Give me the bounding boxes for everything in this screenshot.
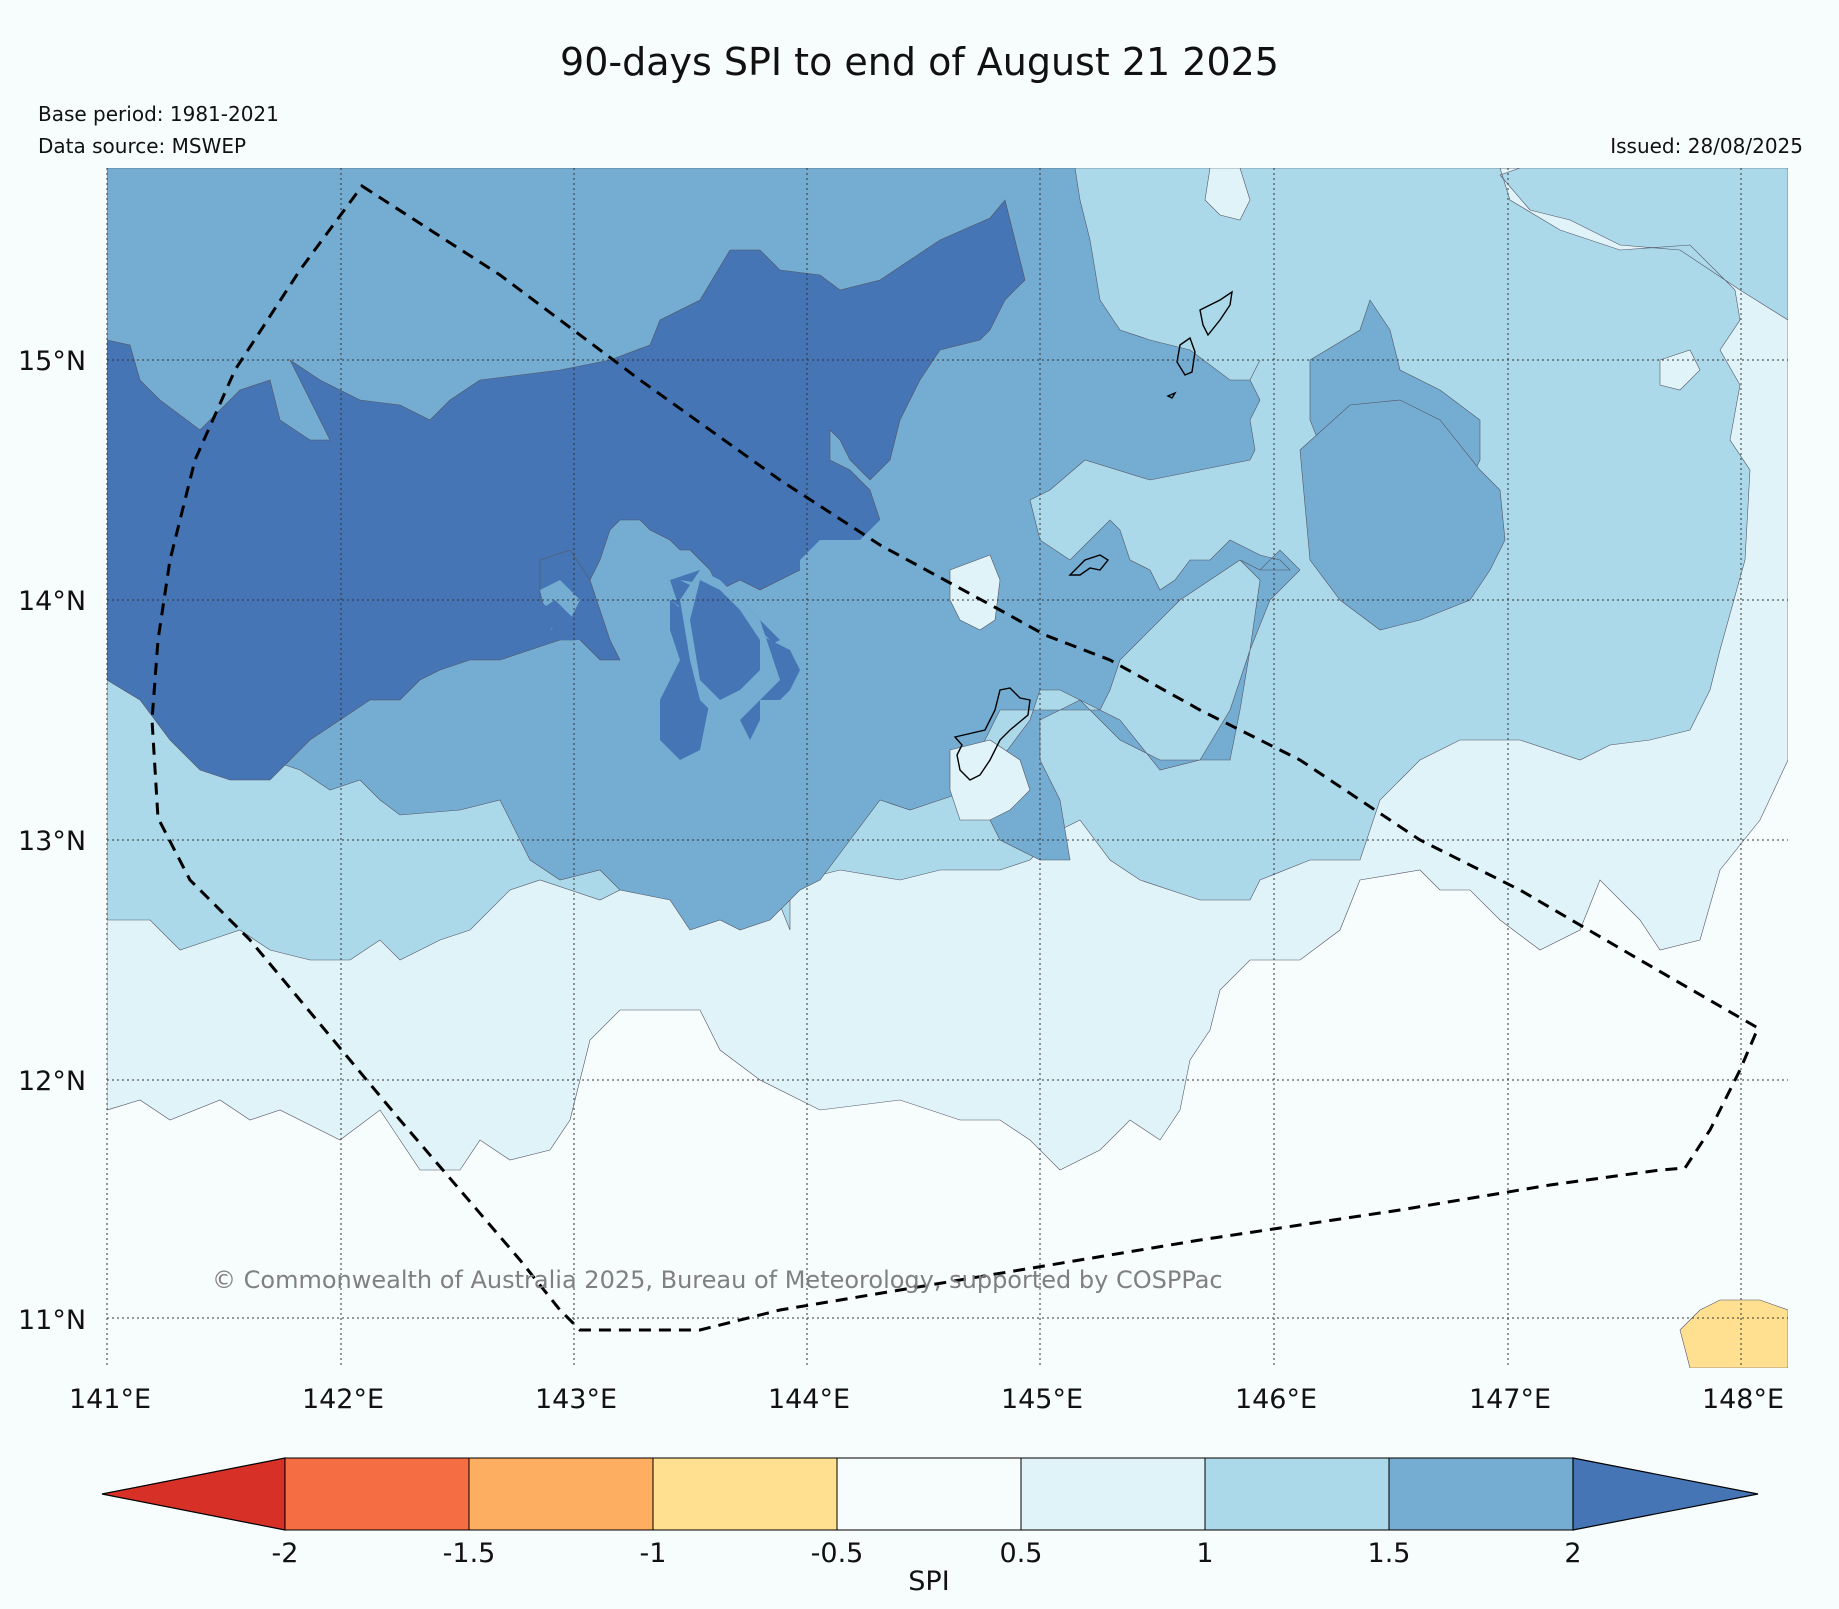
island-outlines xyxy=(953,290,1233,781)
colorbar-extend-low xyxy=(101,1457,286,1531)
colorbar-extend-high xyxy=(1572,1457,1759,1531)
data-source-text: Data source: MSWEP xyxy=(38,134,247,158)
colorbar-tick-2: -1 xyxy=(640,1538,667,1569)
lon-label-146e: 146°E xyxy=(1235,1384,1317,1415)
colorbar-segment-2 xyxy=(468,1457,654,1531)
colorbar-segment-5 xyxy=(1020,1457,1206,1531)
spi-colorbar: -2 -1.5 -1 -0.5 0.5 1 1.5 2 SPI xyxy=(101,1457,1759,1597)
colorbar-tick-5: 1 xyxy=(1196,1538,1213,1569)
base-period-text: Base period: 1981-2021 xyxy=(38,102,279,126)
lon-label-142e: 142°E xyxy=(302,1384,384,1415)
lon-label-144e: 144°E xyxy=(768,1384,850,1415)
colorbar-tick-3: -0.5 xyxy=(811,1538,864,1569)
spi-contour-fill xyxy=(107,168,1788,1368)
colorbar-segment-1 xyxy=(284,1457,470,1531)
lon-label-147e: 147°E xyxy=(1469,1384,1551,1415)
lat-label-14n: 14°N xyxy=(18,586,86,617)
colorbar-segment-6 xyxy=(1204,1457,1390,1531)
copyright-text: © Commonwealth of Australia 2025, Bureau… xyxy=(212,1266,1223,1294)
lon-label-145e: 145°E xyxy=(1001,1384,1083,1415)
colorbar-tick-0: -2 xyxy=(272,1538,299,1569)
lat-label-12n: 12°N xyxy=(18,1066,86,1097)
lon-label-143e: 143°E xyxy=(535,1384,617,1415)
lat-label-13n: 13°N xyxy=(18,826,86,857)
lon-label-141e: 141°E xyxy=(69,1384,151,1415)
issued-date-text: Issued: 28/08/2025 xyxy=(1610,134,1803,158)
colorbar-tick-6: 1.5 xyxy=(1368,1538,1411,1569)
longitude-labels: 141°E 142°E 143°E 144°E 145°E 146°E 147°… xyxy=(69,1384,1784,1415)
colorbar-tick-1: -1.5 xyxy=(443,1538,496,1569)
graticule xyxy=(106,168,1788,1368)
eez-boundary xyxy=(150,183,1760,1332)
map-title: 90-days SPI to end of August 21 2025 xyxy=(560,40,1279,84)
lat-label-11n: 11°N xyxy=(18,1305,86,1336)
spi-band-above-2 xyxy=(107,199,1026,781)
colorbar-segment-7 xyxy=(1388,1457,1574,1531)
latitude-labels: 15°N 14°N 13°N 12°N 11°N xyxy=(18,346,86,1336)
colorbar-title: SPI xyxy=(908,1566,949,1597)
lon-label-148e: 148°E xyxy=(1702,1384,1784,1415)
colorbar-segment-4 xyxy=(836,1457,1022,1531)
colorbar-segment-3 xyxy=(652,1457,838,1531)
lat-label-15n: 15°N xyxy=(18,346,86,377)
colorbar-tick-4: 0.5 xyxy=(1000,1538,1043,1569)
colorbar-tick-7: 2 xyxy=(1564,1538,1581,1569)
